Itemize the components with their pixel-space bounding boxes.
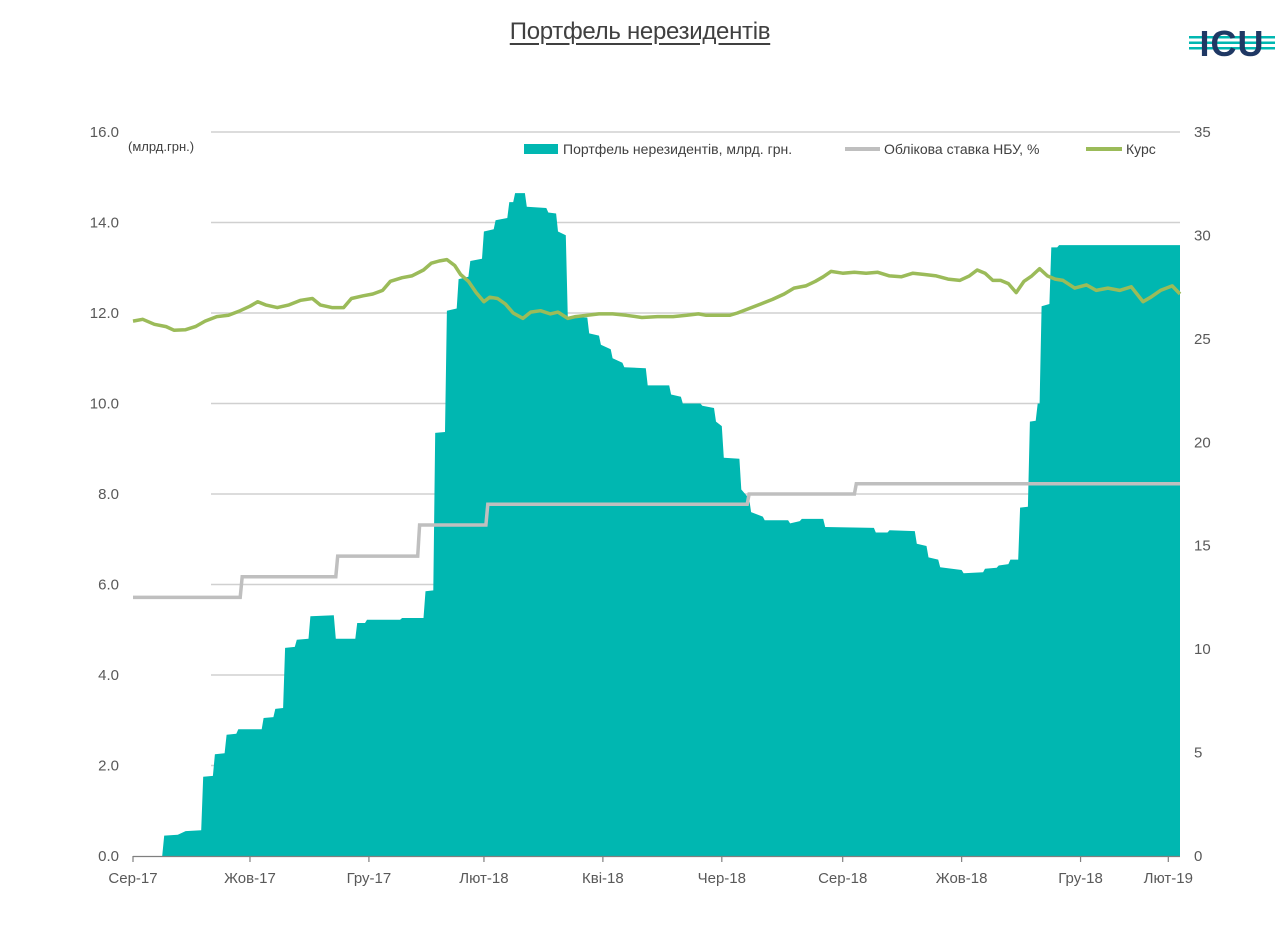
y-right-tick-20: 20 — [1194, 434, 1211, 451]
x-tick-Лют-18: Лют-18 — [459, 870, 508, 887]
y-right-tick-35: 35 — [1194, 124, 1211, 141]
y-right-tick-15: 15 — [1194, 538, 1211, 555]
nbu-rate-line — [133, 481, 1180, 600]
x-tick-Кві-18: Кві-18 — [582, 870, 624, 887]
x-tick-Сер-18: Сер-18 — [818, 870, 867, 887]
x-tick-Сер-17: Сер-17 — [108, 870, 157, 887]
legend-label-fx: Курс — [1126, 141, 1156, 157]
y-right-tick-0: 0 — [1194, 848, 1202, 865]
fx-rate-series — [132, 257, 1182, 332]
logo-text: ICU — [1200, 23, 1265, 62]
legend-swatch-portfolio — [524, 144, 558, 154]
y-left-tick-12.0: 12.0 — [90, 305, 119, 322]
x-tick-Жов-17: Жов-17 — [224, 870, 276, 887]
nbu-rate-series — [133, 481, 1180, 600]
icu-logo: ICU — [1189, 23, 1275, 62]
x-tick-Лют-19: Лют-19 — [1144, 870, 1193, 887]
x-tick-Чер-18: Чер-18 — [698, 870, 746, 887]
y-right-tick-30: 30 — [1194, 227, 1211, 244]
y-right-tick-25: 25 — [1194, 331, 1211, 348]
y-left-tick-10.0: 10.0 — [90, 396, 119, 413]
legend-label-portfolio: Портфель нерезидентів, млрд. грн. — [563, 141, 792, 157]
fx-line — [132, 257, 1182, 332]
y-left-tick-6.0: 6.0 — [98, 577, 119, 594]
x-tick-Жов-18: Жов-18 — [936, 870, 988, 887]
y-left-tick-0.0: 0.0 — [98, 848, 119, 865]
y-left-tick-2.0: 2.0 — [98, 758, 119, 775]
portfolio-area-series — [133, 193, 1180, 857]
y-left-tick-8.0: 8.0 — [98, 486, 119, 503]
logo-stripes-icon — [1189, 36, 1275, 50]
legend: Портфель нерезидентів, млрд. грн. Обліков… — [524, 141, 1156, 157]
y-left-tick-14.0: 14.0 — [90, 215, 119, 232]
axes: 0.0 2.0 4.0 6.0 8.0 10.0 12.0 14.0 16.0 0 5 10 15 20 2… — [90, 124, 1211, 887]
y-left-unit: (млрд.грн.) — [128, 139, 194, 154]
x-tick-Гру-18: Гру-18 — [1058, 870, 1103, 887]
y-left-tick-16.0: 16.0 — [90, 124, 119, 141]
y-left-tick-4.0: 4.0 — [98, 667, 119, 684]
y-right-tick-5: 5 — [1194, 745, 1202, 762]
x-tick-Гру-17: Гру-17 — [347, 870, 392, 887]
legend-label-rate: Облікова ставка НБУ, % — [884, 141, 1039, 157]
y-right-tick-10: 10 — [1194, 641, 1211, 658]
chart-title: Портфель нерезидентів — [509, 18, 771, 45]
portfolio-area — [133, 193, 1180, 857]
